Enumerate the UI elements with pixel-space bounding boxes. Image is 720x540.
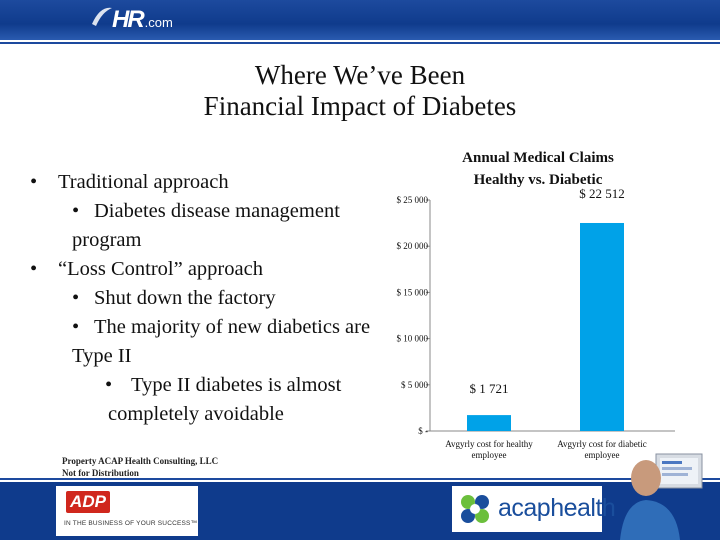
bullet-text: Shut down the factory (94, 287, 276, 309)
category-label: employee (585, 450, 620, 460)
person-at-computer-image (620, 453, 703, 540)
bullet-item: • Traditional approach (30, 168, 390, 197)
slide-title-line2: Financial Impact of Diabetes (203, 91, 517, 121)
bullet-dot-icon: • (30, 258, 38, 280)
bullet-dot-icon: • (30, 171, 38, 193)
bullet-dot-icon: • (72, 287, 80, 309)
category-label: Avgyrly cost for diabetic (557, 439, 647, 449)
data-label: $ 1 721 (470, 381, 509, 396)
data-label: $ 22 512 (579, 186, 625, 201)
y-tick-label: $ 5 000 (401, 380, 429, 390)
claims-bar-chart: Annual Medical Claims Healthy vs. Diabet… (397, 150, 675, 460)
adp-logo-box[interactable]: ADP IN THE BUSINESS OF YOUR SUCCESS™ (56, 486, 198, 536)
category-label: employee (472, 450, 507, 460)
bullet-text: Traditional approach (58, 171, 229, 193)
bullet-item: • Diabetes disease management program (30, 197, 390, 255)
y-tick-label: $ 25 000 (397, 195, 429, 205)
acap-pinwheel-icon (461, 495, 489, 523)
bullet-text: Type II diabetes is almost completely av… (108, 374, 342, 425)
bullet-text: “Loss Control” approach (58, 258, 263, 280)
bullet-list: • Traditional approach • Diabetes diseas… (30, 168, 390, 429)
acap-logo-text: acaphealth (498, 494, 616, 522)
y-tick-label: $ - (418, 426, 428, 436)
bullet-item: • Type II diabetes is almost completely … (30, 371, 390, 429)
bullet-text: The majority of new diabetics are Type I… (72, 316, 371, 367)
bullet-item: • “Loss Control” approach (30, 255, 390, 284)
footnote-line1: Property ACAP Health Consulting, LLC (62, 456, 219, 466)
footnote: Property ACAP Health Consulting, LLC Not… (62, 455, 218, 479)
header-banner: HR .com (0, 0, 720, 40)
footnote-line2: Not for Distribution (62, 468, 139, 478)
adp-logo: ADP (66, 491, 110, 513)
hr-logo[interactable]: HR .com (92, 6, 173, 33)
adp-tagline: IN THE BUSINESS OF YOUR SUCCESS™ (64, 520, 198, 527)
y-tick-label: $ 10 000 (397, 334, 429, 344)
chart-title-line2: Healthy vs. Diabetic (474, 172, 603, 188)
category-label: Avgyrly cost for healthy (445, 439, 533, 449)
footer-divider (0, 478, 720, 480)
slide-title-line1: Where We’ve Been (254, 60, 466, 90)
top-divider (0, 42, 720, 44)
logo-dotcom-text: .com (144, 15, 173, 30)
bullet-dot-icon: • (72, 200, 80, 222)
bullet-item: • The majority of new diabetics are Type… (30, 313, 390, 371)
slide-title: Where We’ve Been Financial Impact of Dia… (0, 60, 720, 122)
acap-logo-box[interactable]: acaphealth (452, 486, 616, 532)
logo-hr-text: HR (112, 6, 145, 33)
y-tick-label: $ 15 000 (397, 287, 429, 297)
bar (467, 415, 511, 431)
swoosh-icon (92, 7, 112, 26)
bar (580, 222, 624, 431)
bullet-item: • Shut down the factory (30, 284, 390, 313)
bullet-dot-icon: • (72, 316, 80, 338)
bullet-text: Diabetes disease management program (72, 200, 340, 251)
chart-title-line1: Annual Medical Claims (462, 150, 614, 166)
y-tick-label: $ 20 000 (397, 241, 429, 251)
bullet-dot-icon: • (105, 374, 113, 396)
